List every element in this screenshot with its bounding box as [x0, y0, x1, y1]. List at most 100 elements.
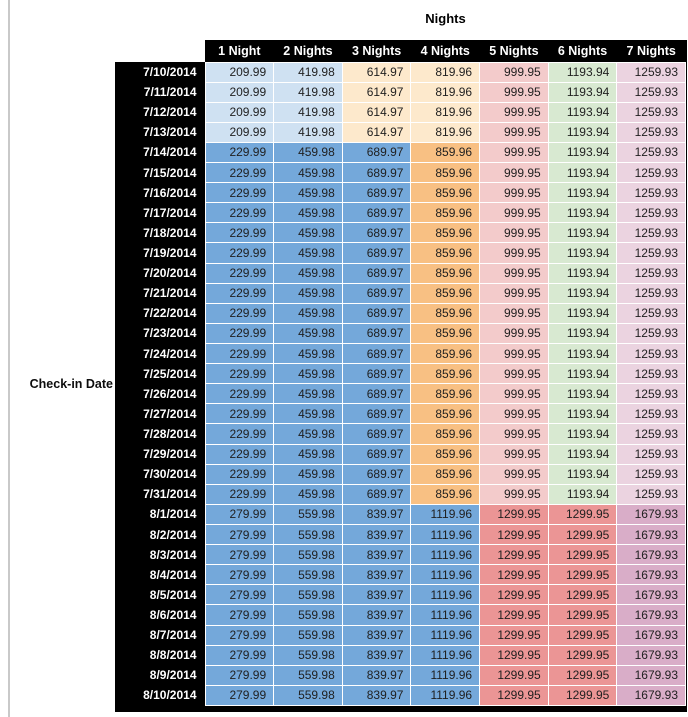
date-cell: 8/5/2014	[115, 584, 205, 605]
col-header-7-nights: 7 Nights	[616, 40, 686, 62]
rate-cell: 689.97	[341, 202, 412, 224]
rate-cell: 459.98	[273, 363, 343, 385]
rate-cell: 1193.94	[547, 322, 618, 345]
rate-cell: 1679.93	[616, 604, 686, 626]
date-cell: 7/26/2014	[115, 383, 205, 404]
table-row: 8/3/2014 279.99 559.98 839.97 1119.96 1299.95…	[115, 544, 686, 566]
rate-cell: 209.99	[204, 121, 275, 143]
rate-cell: 859.96	[410, 141, 481, 164]
rate-cell: 1679.93	[616, 544, 686, 566]
date-cell: 7/29/2014	[115, 444, 205, 465]
rate-cell: 229.99	[204, 162, 275, 184]
table-row: 7/30/2014 229.99 459.98 689.97 859.96 999.95 1…	[115, 463, 686, 485]
rate-cell: 1193.94	[547, 202, 618, 224]
rate-cell: 459.98	[273, 162, 343, 184]
date-cell: 8/3/2014	[115, 544, 205, 565]
rate-cell: 419.98	[273, 61, 343, 83]
rate-cell: 419.98	[273, 81, 343, 103]
col-header-5-nights: 5 Nights	[479, 40, 549, 62]
rate-cell: 1299.95	[547, 644, 618, 666]
rate-cell: 459.98	[273, 262, 343, 284]
rate-cell: 1193.94	[547, 141, 618, 164]
rate-cell: 859.96	[410, 242, 481, 264]
table-row: 7/14/2014 229.99 459.98 689.97 859.96 999.95 1…	[115, 141, 686, 164]
rate-cell: 459.98	[273, 403, 343, 425]
rate-cell: 839.97	[341, 684, 412, 707]
rate-cell: 1259.93	[616, 443, 686, 465]
rate-cell: 819.96	[410, 101, 481, 123]
rate-cell: 999.95	[479, 363, 549, 385]
rate-cell: 229.99	[204, 262, 275, 284]
rate-cell: 1259.93	[616, 322, 686, 345]
rate-cell: 1119.96	[410, 664, 481, 686]
rate-cell: 459.98	[273, 322, 343, 345]
date-cell: 8/7/2014	[115, 625, 205, 646]
rate-cell: 689.97	[341, 343, 412, 365]
date-cell: 8/2/2014	[115, 524, 205, 545]
rate-cell: 1259.93	[616, 81, 686, 103]
rate-cell: 229.99	[204, 322, 275, 345]
rate-cell: 1119.96	[410, 624, 481, 646]
rate-cell: 999.95	[479, 403, 549, 425]
rate-cell: 1679.93	[616, 644, 686, 666]
table-row: 7/13/2014 209.99 419.98 614.97 819.96 999.95 1…	[115, 121, 686, 143]
rate-cell: 229.99	[204, 383, 275, 405]
rate-cell: 1259.93	[616, 61, 686, 83]
rate-cell: 1193.94	[547, 101, 618, 123]
rate-cell: 1299.95	[547, 604, 618, 626]
rate-cell: 419.98	[273, 121, 343, 143]
rate-cell: 1679.93	[616, 664, 686, 686]
rate-cell: 1679.93	[616, 624, 686, 646]
rate-cell: 1299.95	[479, 604, 549, 626]
rate-cell: 859.96	[410, 463, 481, 485]
rate-cell: 559.98	[273, 624, 343, 646]
rate-cell: 1299.95	[547, 624, 618, 646]
date-cell: 7/14/2014	[115, 142, 205, 163]
rate-cell: 839.97	[341, 644, 412, 666]
rates-table: 1 Night 2 Nights 3 Nights 4 Nights 5 Nights 6…	[115, 40, 686, 707]
rate-cell: 1679.93	[616, 584, 686, 606]
rate-cell: 209.99	[204, 81, 275, 103]
rate-cell: 1119.96	[410, 584, 481, 606]
rate-cell: 459.98	[273, 302, 343, 324]
rate-cell: 999.95	[479, 101, 549, 123]
rate-cell: 689.97	[341, 141, 412, 164]
rate-cell: 839.97	[341, 584, 412, 606]
rate-cell: 689.97	[341, 222, 412, 244]
table-row: 7/21/2014 229.99 459.98 689.97 859.96 999.95 1…	[115, 282, 686, 304]
rate-cell: 559.98	[273, 664, 343, 686]
rate-cell: 229.99	[204, 483, 275, 505]
date-cell: 7/20/2014	[115, 263, 205, 284]
rate-cell: 1193.94	[547, 282, 618, 304]
date-cell: 7/17/2014	[115, 202, 205, 223]
table-row: 8/5/2014 279.99 559.98 839.97 1119.96 1299.95…	[115, 584, 686, 606]
rate-cell: 1193.94	[547, 262, 618, 284]
rate-cell: 1259.93	[616, 463, 686, 485]
rate-cell: 859.96	[410, 222, 481, 244]
rate-cell: 1119.96	[410, 544, 481, 566]
rate-cell: 459.98	[273, 222, 343, 244]
table-row: 7/27/2014 229.99 459.98 689.97 859.96 999.95 1…	[115, 403, 686, 425]
rate-cell: 1259.93	[616, 403, 686, 425]
rate-cell: 859.96	[410, 343, 481, 365]
rate-cell: 229.99	[204, 443, 275, 465]
rate-cell: 859.96	[410, 162, 481, 184]
rate-cell: 209.99	[204, 61, 275, 83]
date-cell: 7/22/2014	[115, 303, 205, 324]
rate-cell: 1193.94	[547, 121, 618, 143]
rate-cell: 459.98	[273, 343, 343, 365]
rate-cell: 689.97	[341, 403, 412, 425]
rate-cell: 559.98	[273, 644, 343, 666]
rate-cell: 459.98	[273, 483, 343, 505]
rates-table-body: 7/10/2014 209.99 419.98 614.97 819.96 999.95 1…	[115, 61, 686, 707]
rate-cell: 1299.95	[479, 664, 549, 686]
rate-cell: 1259.93	[616, 182, 686, 204]
rate-cell: 1259.93	[616, 262, 686, 284]
rate-cell: 839.97	[341, 604, 412, 626]
corner-cell	[115, 40, 205, 62]
rate-cell: 1299.95	[547, 564, 618, 586]
date-cell: 8/9/2014	[115, 665, 205, 686]
rate-cell: 459.98	[273, 242, 343, 264]
rate-cell: 859.96	[410, 262, 481, 284]
rate-cell: 999.95	[479, 81, 549, 103]
